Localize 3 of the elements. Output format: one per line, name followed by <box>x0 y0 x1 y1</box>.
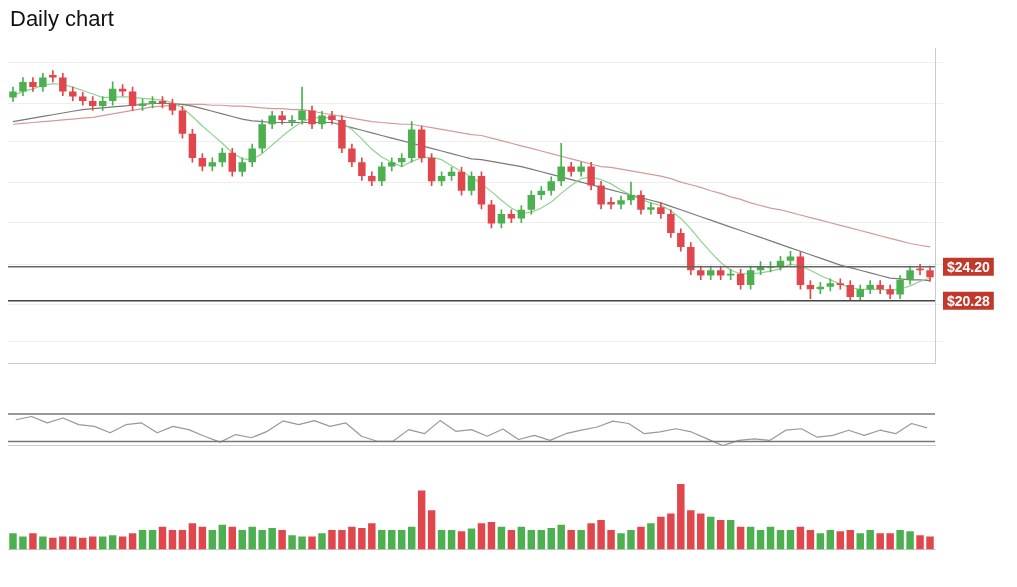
ref-line-label: $24.20 <box>947 258 991 275</box>
chart-title: Daily chart <box>9 5 115 33</box>
ref-line-label: $20.28 <box>947 292 991 309</box>
